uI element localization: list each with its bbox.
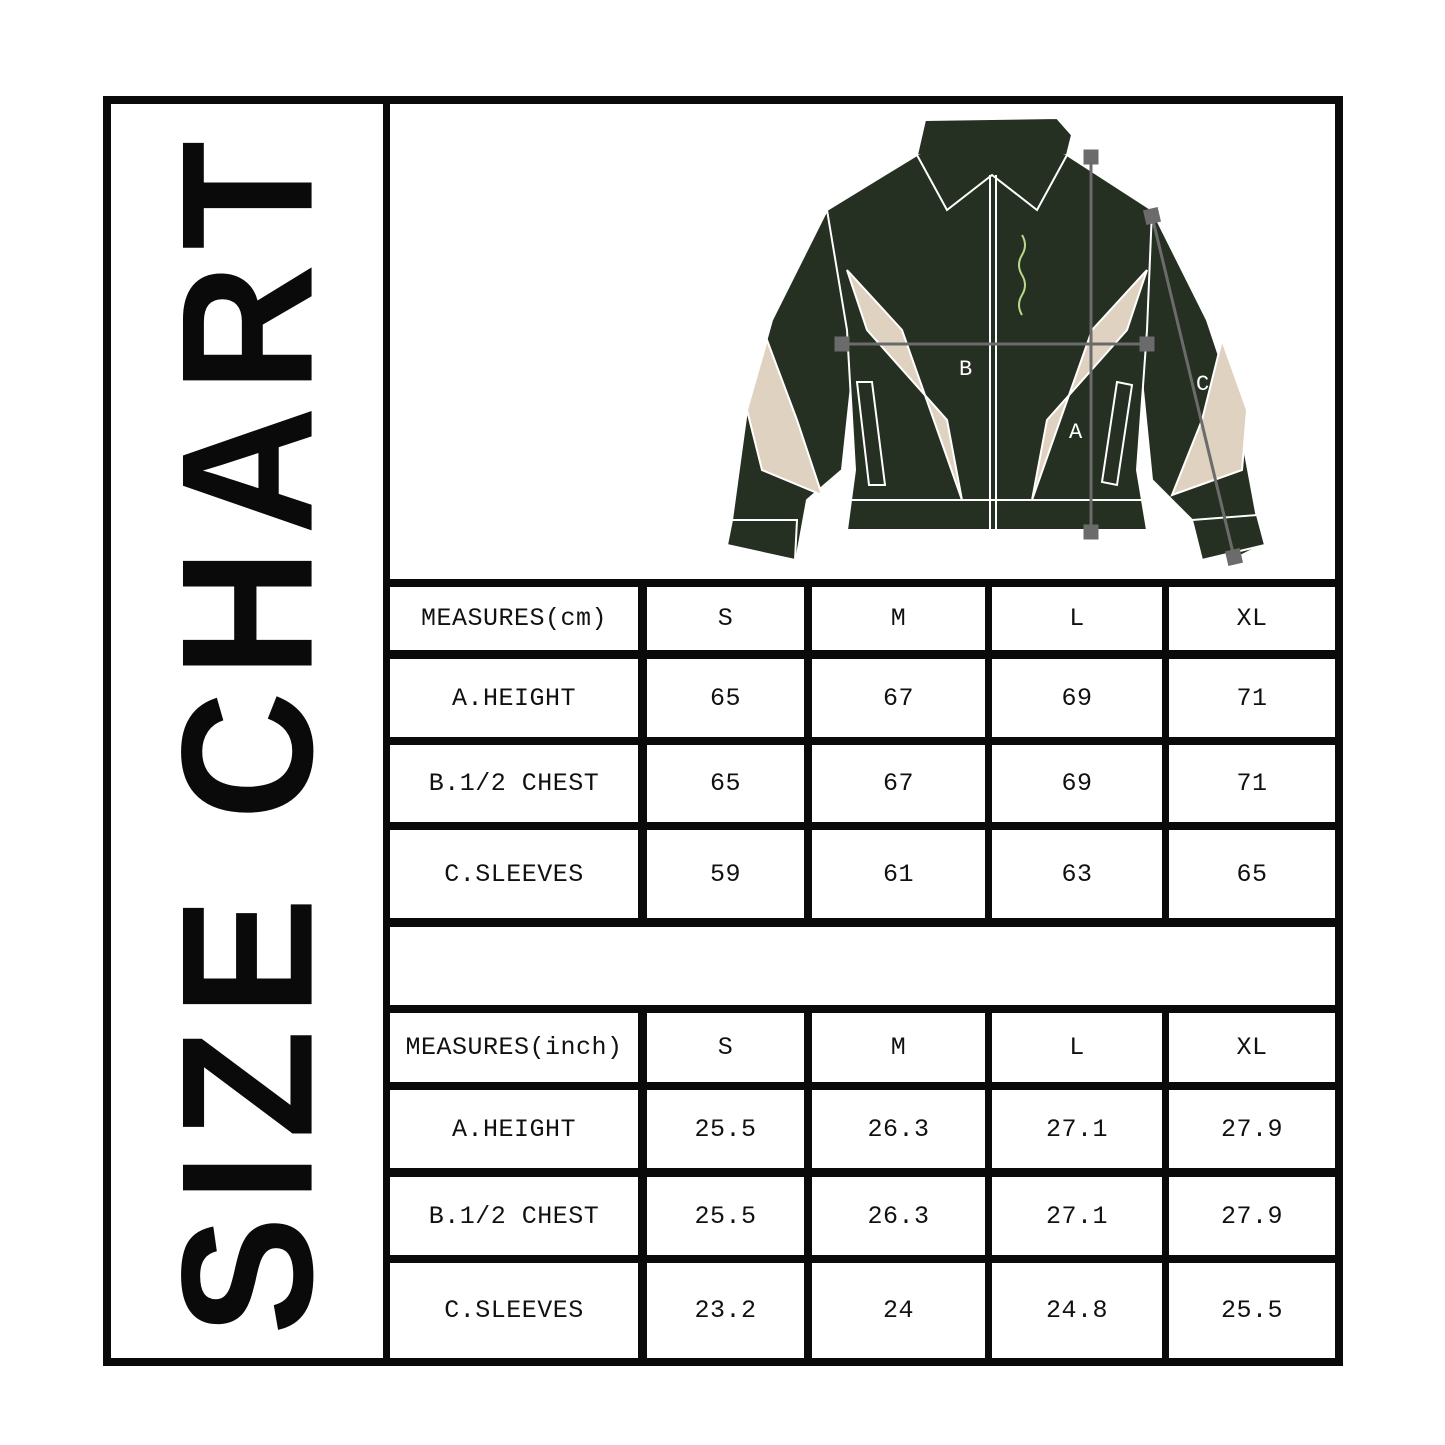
measure-label: B.1/2 CHEST	[390, 745, 638, 822]
measure-value: 63	[992, 830, 1162, 918]
measure-value: 71	[1169, 745, 1335, 822]
measure-label: B.1/2 CHEST	[390, 1177, 638, 1255]
logo-embroidery	[1018, 234, 1026, 316]
measure-value: 24.8	[992, 1263, 1162, 1358]
title-panel: SIZE CHART	[111, 104, 383, 1358]
size-header: L	[992, 587, 1162, 650]
measure-value: 24	[812, 1263, 985, 1358]
table-spacer	[390, 927, 1335, 1005]
measure-value: 23.2	[647, 1263, 804, 1358]
size-header: L	[992, 1013, 1162, 1082]
measure-value: 27.1	[992, 1090, 1162, 1168]
measure-value: 67	[812, 659, 985, 737]
size-header: S	[647, 587, 804, 650]
measure-value: 71	[1169, 659, 1335, 737]
measure-label: A.HEIGHT	[390, 1090, 638, 1168]
table-header-label: MEASURES(inch)	[390, 1013, 638, 1082]
size-chart-title: SIZE CHART	[142, 127, 352, 1335]
measure-value: 25.5	[647, 1177, 804, 1255]
jacket-diagram: B A C	[390, 104, 1335, 579]
jacket-illustration: B A C	[725, 116, 1267, 566]
size-header: XL	[1169, 587, 1335, 650]
size-header: XL	[1169, 1013, 1335, 1082]
measure-value: 67	[812, 745, 985, 822]
measure-value: 25.5	[647, 1090, 804, 1168]
label-b: B	[959, 357, 972, 382]
measure-label: C.SLEEVES	[390, 830, 638, 918]
measure-label: A.HEIGHT	[390, 659, 638, 737]
measure-value: 59	[647, 830, 804, 918]
measure-value: 69	[992, 659, 1162, 737]
measure-value: 65	[1169, 830, 1335, 918]
size-header: M	[812, 587, 985, 650]
measure-value: 65	[647, 745, 804, 822]
measure-value: 26.3	[812, 1090, 985, 1168]
measure-value: 69	[992, 745, 1162, 822]
table-header-label: MEASURES(cm)	[390, 587, 638, 650]
measure-value: 26.3	[812, 1177, 985, 1255]
measure-label: C.SLEEVES	[390, 1263, 638, 1358]
measure-value: 27.9	[1169, 1090, 1335, 1168]
measure-value: 61	[812, 830, 985, 918]
size-header: S	[647, 1013, 804, 1082]
size-header: M	[812, 1013, 985, 1082]
measure-value: 27.9	[1169, 1177, 1335, 1255]
measure-value: 27.1	[992, 1177, 1162, 1255]
label-a: A	[1069, 420, 1083, 445]
size-chart-frame: SIZE CHART	[103, 96, 1343, 1366]
measure-value: 65	[647, 659, 804, 737]
label-c: C	[1196, 372, 1209, 397]
measure-value: 25.5	[1169, 1263, 1335, 1358]
